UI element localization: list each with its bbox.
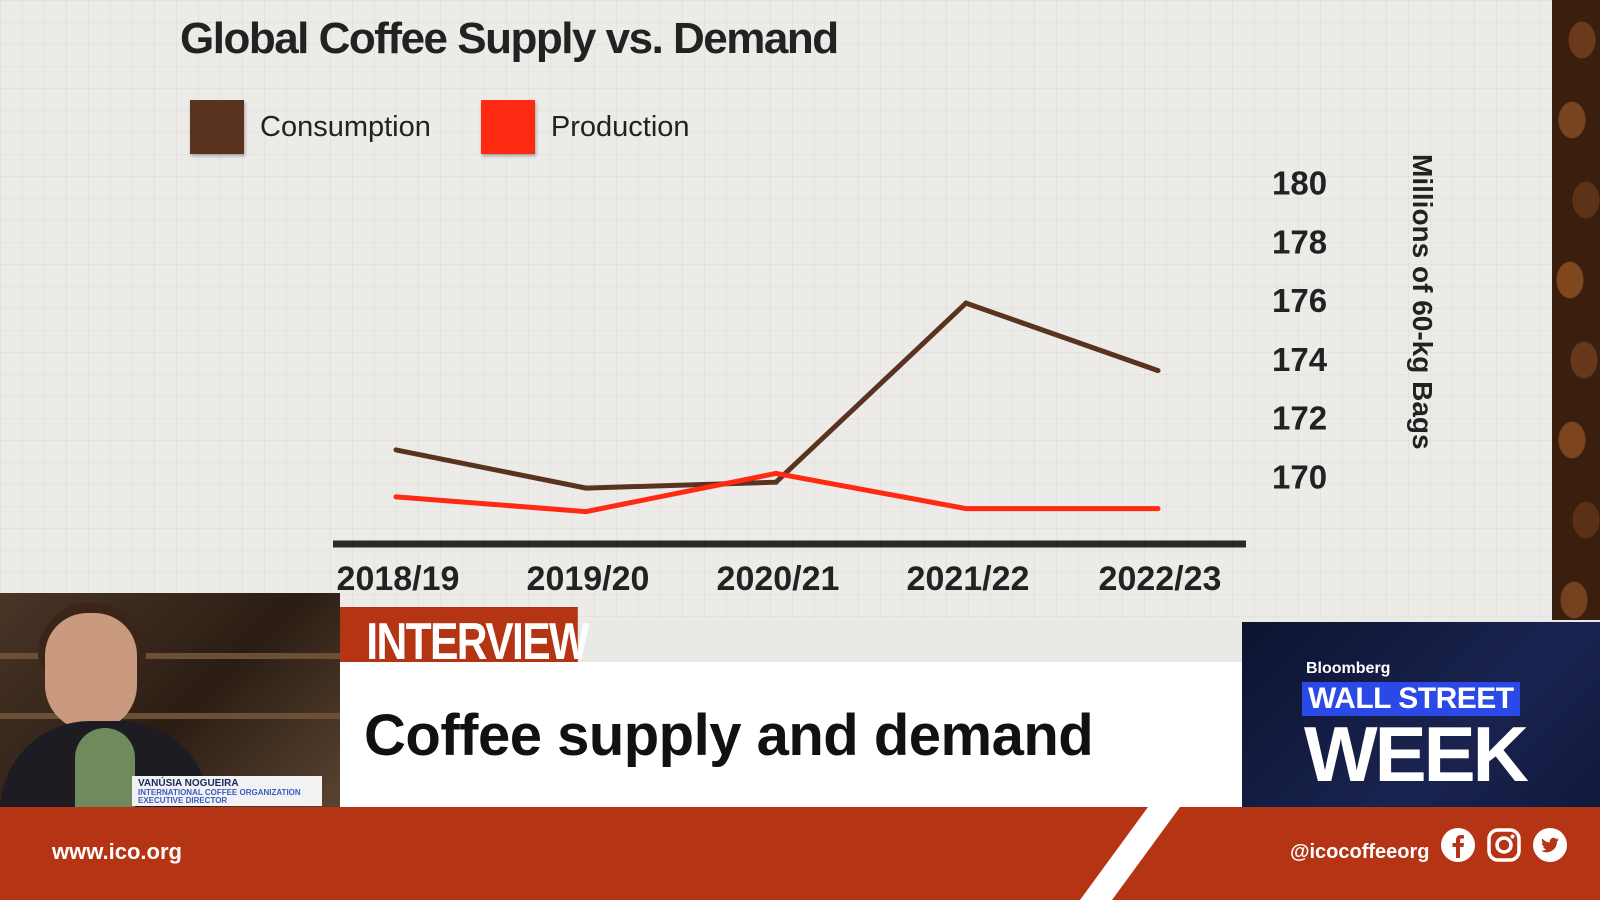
- y-tick-label: 180: [1272, 165, 1327, 202]
- legend-item-consumption: Consumption: [190, 100, 431, 154]
- y-tick-label: 174: [1272, 341, 1328, 378]
- data-point-production: [393, 494, 399, 500]
- speaker-name: VANÚSIA NOGUEIRA: [138, 778, 239, 789]
- series-line-consumption: [395, 300, 1159, 491]
- line-chart: 2018/19 2019/20 2020/21 2021/22 2022/23 180 17…: [333, 165, 1328, 598]
- show-title-line2: WEEK: [1304, 710, 1529, 798]
- data-point-consumption: [583, 485, 589, 491]
- facebook-icon[interactable]: [1440, 827, 1476, 863]
- x-tick-label: 2019/20: [527, 560, 650, 598]
- show-logo: Bloomberg WALL STREET WEEK: [1242, 622, 1600, 824]
- data-point-consumption: [963, 300, 969, 306]
- chart-legend: Consumption Production: [190, 100, 740, 154]
- data-point-production: [583, 509, 589, 515]
- website-link[interactable]: www.ico.org: [52, 839, 182, 864]
- data-point-consumption: [393, 447, 399, 453]
- chart-title: Global Coffee Supply vs. Demand: [180, 14, 839, 63]
- footer-bar: www.ico.org @icocoffeeorg: [0, 807, 1600, 900]
- speaker-org: INTERNATIONAL COFFEE ORGANIZATION: [138, 788, 301, 797]
- x-tick-label: 2021/22: [907, 560, 1030, 598]
- y-tick-label: 178: [1272, 223, 1327, 260]
- y-tick-label: 172: [1272, 400, 1327, 437]
- legend-item-production: Production: [480, 100, 690, 154]
- data-point-production: [963, 506, 969, 512]
- twitter-icon[interactable]: [1532, 827, 1568, 863]
- speaker-video: [0, 593, 340, 807]
- headline: Coffee supply and demand: [364, 703, 1094, 768]
- speaker-role: EXECUTIVE DIRECTOR: [138, 796, 228, 805]
- y-axis-label: Millions of 60-kg Bags: [1407, 154, 1438, 450]
- instagram-icon[interactable]: [1486, 827, 1522, 863]
- x-tick-label: 2020/21: [717, 560, 840, 598]
- y-tick-label: 170: [1272, 458, 1327, 495]
- show-brand: Bloomberg: [1306, 660, 1391, 677]
- chart-panel: Global Coffee Supply vs. Demand Consumpt…: [0, 0, 1552, 620]
- headline-box: Coffee supply and demand: [340, 662, 1242, 807]
- x-tick-label: 2022/23: [1099, 560, 1222, 598]
- x-tick-label: 2018/19: [337, 560, 460, 598]
- speaker-nameplate: VANÚSIA NOGUEIRA INTERNATIONAL COFFEE OR…: [132, 776, 322, 806]
- show-title-line1: WALL STREET: [1302, 682, 1520, 716]
- social-handle[interactable]: @icocoffeeorg: [1290, 841, 1430, 863]
- y-tick-label: 176: [1272, 282, 1327, 319]
- legend-swatch-production: [480, 100, 535, 154]
- legend-label-consumption: Consumption: [260, 110, 431, 143]
- coffee-beans-image: [1552, 0, 1600, 620]
- footer-stripe: [1080, 807, 1180, 900]
- legend-swatch-consumption: [190, 100, 244, 154]
- data-point-consumption: [1155, 368, 1161, 374]
- data-point-production: [1155, 506, 1161, 512]
- data-point-production: [773, 470, 779, 476]
- data-point-consumption: [773, 479, 779, 485]
- legend-label-production: Production: [550, 110, 690, 143]
